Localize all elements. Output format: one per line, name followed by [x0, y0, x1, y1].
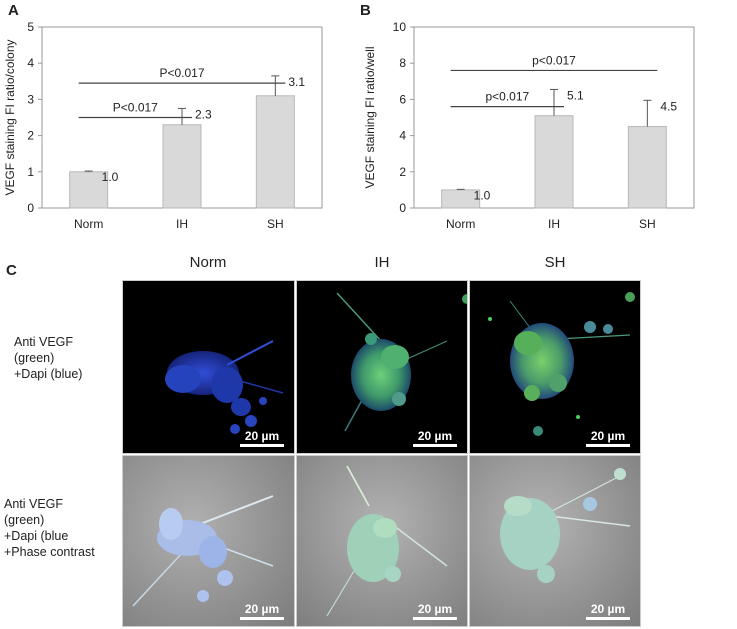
row-label-phase: Anti VEGF (green) +Dapi (blue +Phase con…	[4, 496, 95, 560]
scale-bar: 20 µm	[586, 603, 630, 620]
column-header-norm: Norm	[189, 254, 227, 271]
scale-bar: 20 µm	[413, 603, 457, 620]
row-label-line: Anti VEGF	[4, 497, 64, 511]
cell-cluster-image	[123, 456, 294, 626]
data-label: 4.5	[660, 99, 677, 113]
cell-cluster-image	[470, 456, 640, 626]
scale-bar-label: 20 µm	[590, 429, 626, 443]
y-tick-label: 1	[27, 165, 34, 179]
y-tick-label: 2	[399, 165, 406, 179]
data-label: 5.1	[567, 88, 584, 102]
row-label-line: (green)	[4, 513, 45, 527]
bar	[534, 115, 574, 209]
comparison-label: P<0.017	[113, 101, 158, 115]
y-tick-label: 0	[27, 201, 34, 215]
comparison-label: P<0.017	[159, 66, 204, 80]
x-tick-label: SH	[267, 217, 284, 231]
y-tick-label: 0	[399, 201, 406, 215]
panel-a-letter: A	[8, 2, 19, 19]
panel-b-letter: B	[360, 2, 371, 19]
column-header-sh: SH	[544, 254, 566, 271]
scale-bar-label: 20 µm	[590, 602, 626, 616]
x-tick-label: SH	[639, 217, 656, 231]
scale-bar: 20 µm	[240, 603, 284, 620]
row-label-line: +Phase contrast	[4, 545, 95, 559]
scale-bar-label: 20 µm	[244, 602, 280, 616]
data-label: 1.0	[474, 188, 491, 202]
row-label-line: +Dapi (blue)	[14, 367, 83, 381]
cell-cluster-image	[165, 340, 284, 434]
bar	[69, 171, 109, 209]
row-label-line: Anti VEGF	[14, 335, 74, 349]
micrograph-ih-phase: 20 µm	[296, 455, 468, 627]
panel-c-letter: C	[6, 262, 17, 279]
y-tick-label: 4	[27, 56, 34, 70]
x-tick-label: IH	[176, 217, 188, 231]
y-tick-label: 8	[399, 56, 406, 70]
cell-cluster-image	[297, 456, 467, 626]
y-tick-label: 3	[27, 92, 34, 106]
column-header-ih: IH	[374, 254, 390, 271]
scale-bar-label: 20 µm	[244, 429, 280, 443]
bar	[162, 124, 202, 209]
data-label: 2.3	[195, 107, 212, 121]
scale-bar: 20 µm	[586, 430, 630, 447]
y-tick-label: 5	[27, 20, 34, 34]
row-label-line: +Dapi (blue	[4, 529, 69, 543]
x-tick-label: Norm	[74, 217, 103, 231]
x-tick-label: IH	[548, 217, 560, 231]
data-label: 3.1	[288, 75, 305, 89]
scale-bar-label: 20 µm	[417, 602, 453, 616]
y-tick-label: 10	[393, 20, 407, 34]
micrograph-norm-fluorescence: 20 µm	[122, 280, 295, 454]
row-label-fluorescence: Anti VEGF (green) +Dapi (blue)	[14, 334, 82, 382]
y-axis-label: VEGF staining FI ratio/colony	[3, 39, 17, 195]
cell-cluster-image	[488, 292, 635, 436]
y-tick-label: 4	[399, 129, 406, 143]
micrograph-sh-fluorescence: 20 µm	[469, 280, 641, 454]
y-tick-label: 2	[27, 129, 34, 143]
micrograph-ih-fluorescence: 20 µm	[296, 280, 468, 454]
bar	[255, 95, 295, 209]
comparison-label: p<0.017	[532, 53, 576, 67]
chart-b: 0 2 4 6 8 10 VEGF staining FI ratio/well 1.0 Nor…	[363, 20, 695, 231]
y-axis-label: VEGF staining FI ratio/well	[363, 46, 377, 188]
scale-bar: 20 µm	[240, 430, 284, 447]
data-label: 1.0	[102, 170, 119, 184]
comparison-label: p<0.017	[485, 90, 529, 104]
bar	[627, 126, 667, 209]
row-label-line: (green)	[14, 351, 55, 365]
y-tick-label: 6	[399, 92, 406, 106]
cell-cluster-image	[336, 292, 467, 432]
scale-bar: 20 µm	[413, 430, 457, 447]
micrograph-norm-phase: 20 µm	[122, 455, 295, 627]
chart-a: 0 1 2 3 4 5 VEGF staining FI ratio/colony 1.0 No…	[3, 20, 323, 231]
scale-bar-label: 20 µm	[417, 429, 453, 443]
x-tick-label: Norm	[446, 217, 475, 231]
micrograph-sh-phase: 20 µm	[469, 455, 641, 627]
